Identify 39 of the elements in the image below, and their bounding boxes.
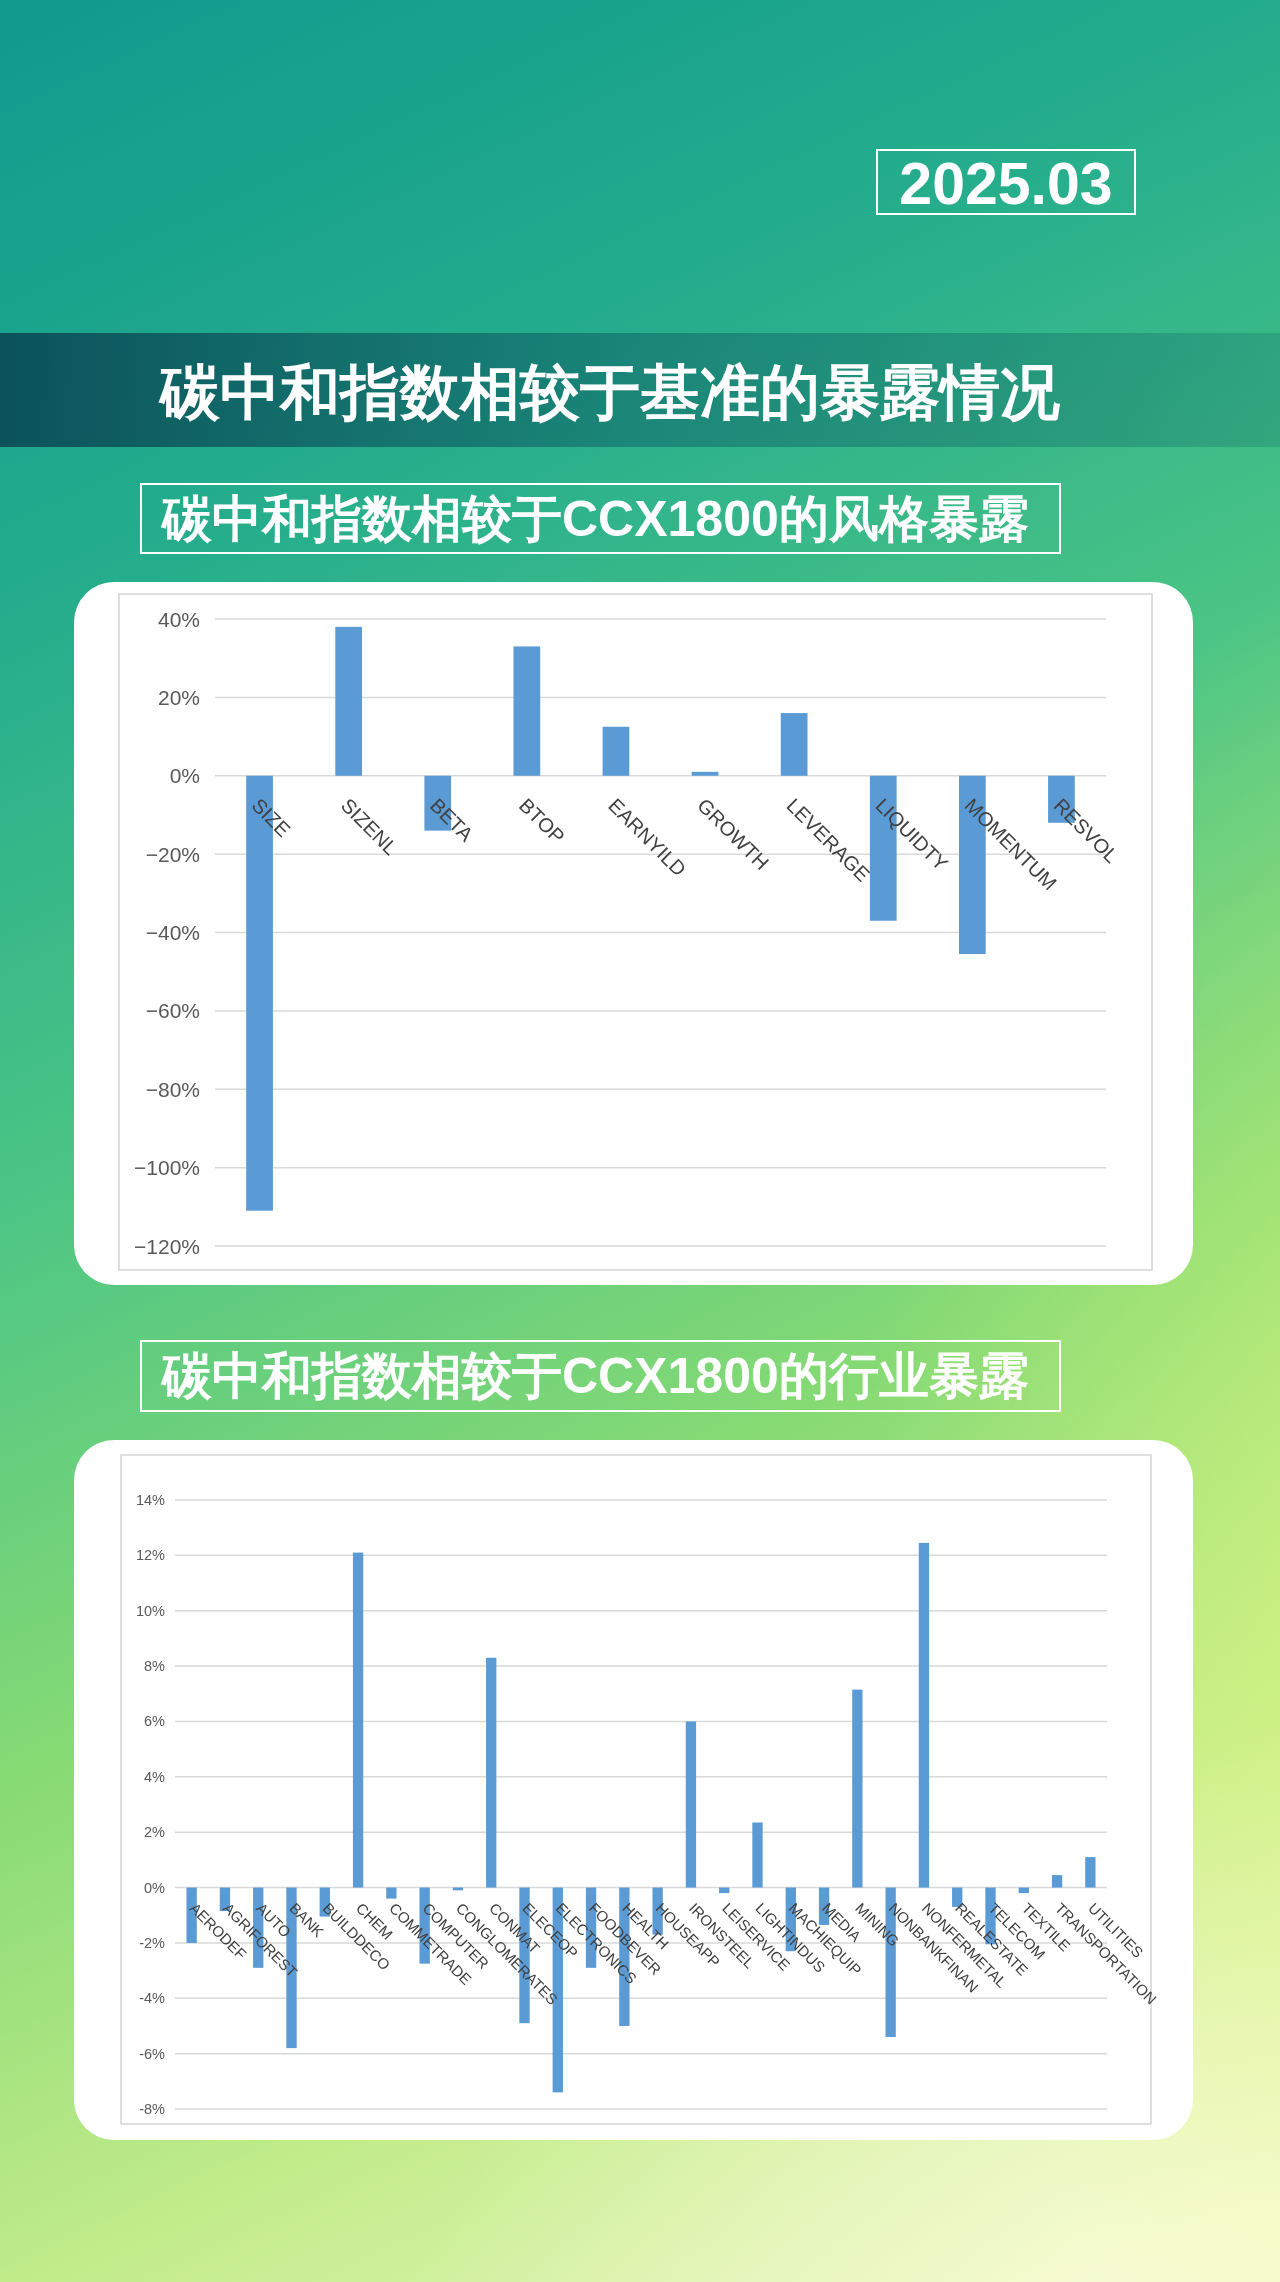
y-tick-label: 2%	[144, 1824, 166, 1841]
y-tick-label: 4%	[144, 1768, 166, 1785]
text: 碳中和指数相较于基准的暴露情况	[158, 358, 1060, 426]
bar	[486, 1657, 497, 1888]
bar	[602, 726, 630, 776]
chart-title: 碳中和指数相较于CCX1800的行业暴露	[160, 1348, 1029, 1404]
y-tick-label: −120%	[134, 1234, 200, 1258]
text: 2025.03	[899, 151, 1113, 217]
bar	[1051, 1875, 1063, 1888]
y-tick-label: 14%	[135, 1492, 166, 1508]
y-tick-label: 12%	[135, 1547, 166, 1564]
bar	[918, 1542, 930, 1888]
y-tick-label: −80%	[145, 1077, 200, 1101]
y-tick-label: −60%	[145, 999, 200, 1023]
y-tick-label: -8%	[139, 2101, 166, 2117]
y-tick-label: 6%	[144, 1713, 166, 1730]
y-tick-label: −40%	[145, 921, 200, 944]
y-tick-label: 0%	[144, 1879, 166, 1896]
bar	[1085, 1857, 1096, 1888]
bar	[752, 1822, 763, 1888]
bar	[352, 1552, 364, 1888]
bar	[335, 626, 363, 776]
y-tick-label: -4%	[139, 1990, 166, 2007]
y-tick-label: −20%	[145, 842, 200, 866]
bar	[691, 771, 719, 776]
bar	[685, 1721, 697, 1888]
y-tick-label: 20%	[157, 685, 200, 709]
bar	[780, 713, 808, 776]
y-tick-label: -2%	[139, 1934, 166, 1951]
y-tick-label: 10%	[135, 1602, 166, 1619]
bar	[852, 1689, 863, 1888]
y-tick-label: 40%	[157, 607, 200, 631]
bar	[386, 1887, 397, 1899]
bar	[513, 646, 541, 776]
y-tick-label: 0%	[169, 764, 200, 788]
y-tick-label: -6%	[139, 2045, 166, 2062]
y-tick-label: −100%	[134, 1156, 200, 1180]
chart-title: 碳中和指数相较于CCX1800的风格暴露	[160, 490, 1029, 547]
y-tick-label: 8%	[144, 1658, 166, 1675]
